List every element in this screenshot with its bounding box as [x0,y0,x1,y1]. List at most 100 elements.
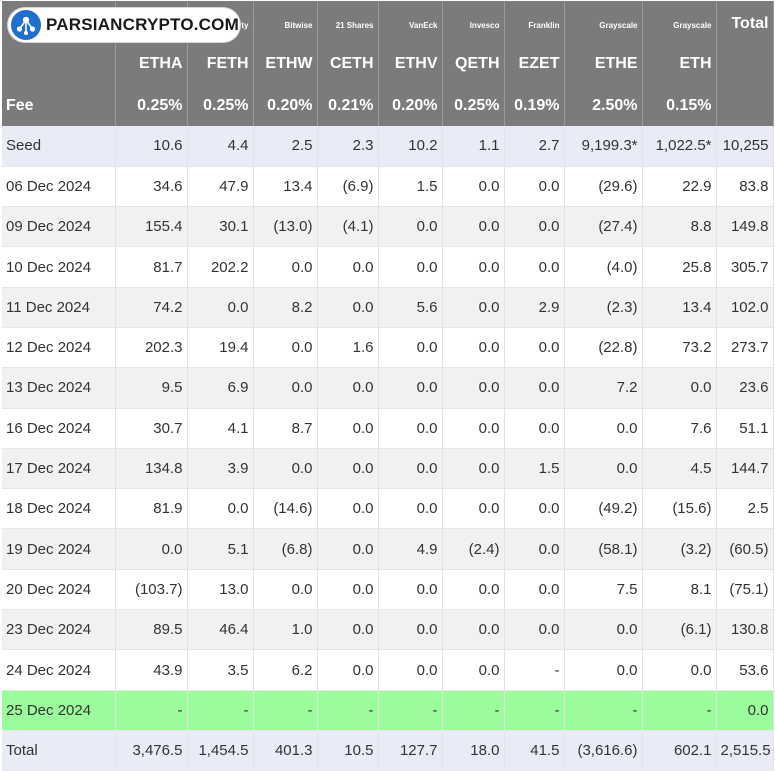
flow-cell: 13.4 [253,166,318,208]
flow-cell: 0.0 [442,367,505,409]
flow-cell: 0.0 [317,569,379,611]
flow-cell: 8.2 [253,287,318,328]
flow-cell: (3.2) [642,528,717,570]
flow-cell: 0.0 [504,166,565,208]
flow-cell: 0.0 [115,528,188,570]
flow-cell: (14.6) [253,488,318,530]
flow-cell: 0.0 [442,408,505,449]
flow-cell: 401.3 [253,730,318,771]
ticker-header-cell: FETH [187,43,254,85]
flow-cell: 1.5 [504,448,565,490]
table-row: 20 Dec 2024 (103.7) 13.0 0.0 0.0 0.0 0.0 0.0 7.5… [2,569,774,611]
ticker-header-cell: ETHW [253,43,318,85]
row-label: 16 Dec 2024 [2,408,116,449]
flow-cell: 0.0 [642,367,717,409]
ticker-header-cell: EZET [504,43,565,85]
flow-cell: 0.0 [442,488,505,530]
table-row: 16 Dec 2024 30.7 4.1 8.7 0.0 0.0 0.0 0.0 0.0 7.6 5… [2,408,774,449]
flow-cell: 5.1 [187,528,254,570]
flow-cell: 134.8 [115,448,188,490]
table-row: 09 Dec 2024 155.4 30.1 (13.0) (4.1) 0.0 0.0 0.0… [2,206,774,248]
flow-cell: 0.0 [442,649,505,691]
ticker-header-cell: CETH [317,43,379,85]
issuer-header-cell: Bitwise [253,1,318,43]
flow-cell: 0.0 [504,327,565,369]
flow-cell: 13.0 [187,569,254,611]
flow-cell: 23.6 [716,367,774,409]
flow-cell: 273.7 [716,327,774,369]
flow-cell: 0.0 [253,246,318,288]
fee-cell: 0.15% [642,85,717,126]
flow-cell: 6.9 [187,367,254,409]
row-label: Seed [2,126,116,167]
flow-cell: 30.1 [187,206,254,248]
total-column-header: Total [716,1,774,43]
flow-cell: 0.0 [564,609,643,651]
flow-cell: 25.8 [642,246,717,288]
flow-cell: 0.0 [504,206,565,248]
issuer-header-cell: 21 Shares [317,1,379,43]
fee-cell: 0.20% [378,85,443,126]
flow-cell: 9,199.3* [564,126,643,167]
table-row: 18 Dec 2024 81.9 0.0 (14.6) 0.0 0.0 0.0 0.0 (49.… [2,488,774,530]
ticker-header-cell [716,43,774,85]
fee-cell: 2.50% [564,85,643,126]
ticker-header-cell: ETHE [564,43,643,85]
flow-cell: - [642,690,717,731]
flow-cell: (6.1) [642,609,717,651]
row-label: 13 Dec 2024 [2,367,116,409]
flow-cell: 81.9 [115,488,188,530]
flow-cell: 22.9 [642,166,717,208]
flow-cell: - [564,690,643,731]
flow-cell: 0.0 [442,287,505,328]
flow-cell: - [504,690,565,731]
flow-cell: - [115,690,188,731]
flow-cell: 89.5 [115,609,188,651]
flow-cell: (6.9) [317,166,379,208]
row-label: 17 Dec 2024 [2,448,116,490]
flow-cell: 4.9 [378,528,443,570]
flow-cell: 0.0 [317,488,379,530]
ticker-header-row: ETHA FETH ETHW CETH ETHV QETH EZET ETHE ETH [2,43,774,85]
flow-cell: 0.0 [317,609,379,651]
flow-cell: 4.4 [187,126,254,167]
flow-cell: 34.6 [115,166,188,208]
table-row: 10 Dec 2024 81.7 202.2 0.0 0.0 0.0 0.0 0.0 (4.0)… [2,246,774,288]
flow-cell: 0.0 [317,246,379,288]
flow-cell: 0.0 [317,528,379,570]
flow-cell: 0.0 [378,569,443,611]
flow-cell: 0.0 [504,528,565,570]
fee-cell: 0.20% [253,85,318,126]
flow-cell: 0.0 [253,569,318,611]
row-label: 20 Dec 2024 [2,569,116,611]
flow-cell: (29.6) [564,166,643,208]
fee-cell: 0.19% [504,85,565,126]
flow-cell: 0.0 [442,246,505,288]
flow-cell: 0.0 [187,488,254,530]
flow-cell: 2.5 [253,126,318,167]
row-label: 10 Dec 2024 [2,246,116,288]
flow-cell: 127.7 [378,730,443,771]
table-row: 25 Dec 2024- - - - - - - - -0.0 [2,690,774,731]
flow-cell: 102.0 [716,287,774,328]
table-row: 24 Dec 2024 43.9 3.5 6.2 0.0 0.0 0.0-0.0 0.0 53.… [2,649,774,691]
row-label: Total [2,730,116,771]
flow-cell: 202.2 [187,246,254,288]
flow-cell: (2.4) [442,528,505,570]
flow-cell: 602.1 [642,730,717,771]
flow-cell: 1.6 [317,327,379,369]
row-label: 12 Dec 2024 [2,327,116,369]
flow-cell: - [187,690,254,731]
flow-cell: (60.5) [716,528,774,570]
flow-cell: 2.5 [716,488,774,530]
issuer-header-cell: VanEck [378,1,443,43]
flow-cell: 0.0 [564,649,643,691]
flow-cell: 10,255 [716,126,774,167]
ticker-header-cell: ETHV [378,43,443,85]
flow-cell: 0.0 [253,448,318,490]
flow-cell: 0.0 [378,609,443,651]
flow-cell: 4.5 [642,448,717,490]
flow-cell: 0.0 [378,488,443,530]
flow-cell: 2,515.5 [716,730,774,771]
fee-cell: 0.25% [115,85,188,126]
